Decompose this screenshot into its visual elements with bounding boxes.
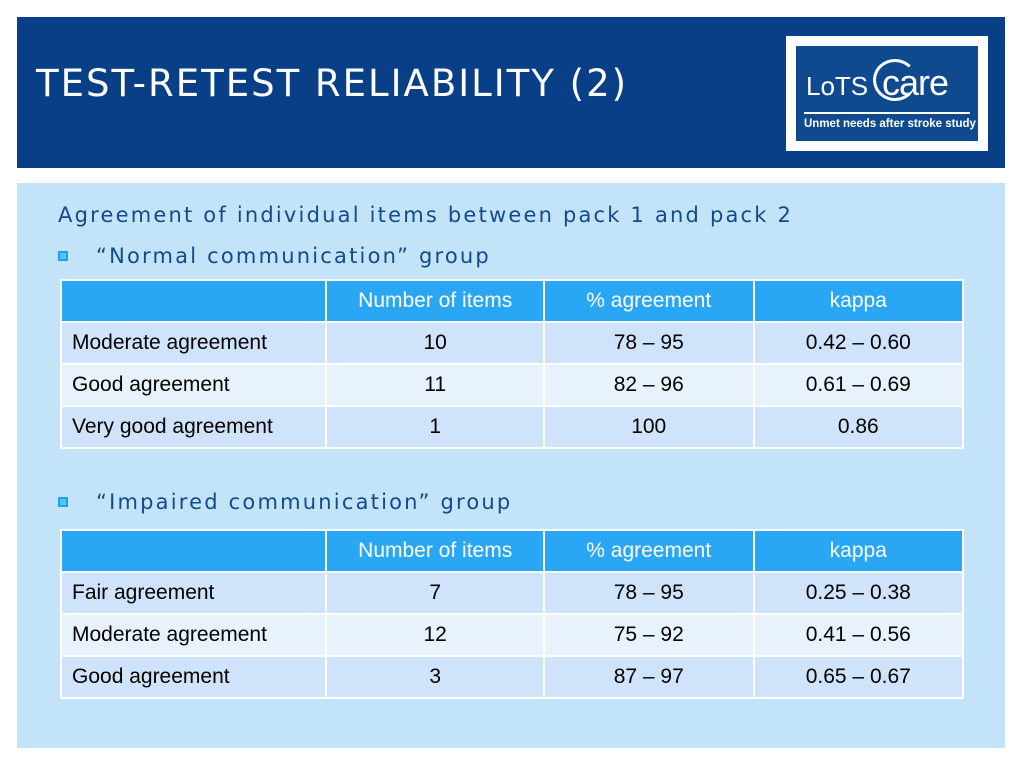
cell-percent-agreement: 75 – 92: [542, 613, 755, 657]
header-kappa: kappa: [752, 529, 965, 573]
header-empty: [59, 279, 328, 323]
table-row: Very good agreement 1 100 0.86: [59, 405, 965, 449]
row-label: Very good agreement: [59, 405, 328, 449]
row-label: Fair agreement: [59, 571, 328, 615]
slide-subtitle: Agreement of individual items between pa…: [58, 203, 794, 227]
header-number-of-items: Number of items: [325, 279, 545, 323]
slide-title: TEST-RETEST RELIABILITY (2): [36, 62, 629, 105]
header-percent-agreement: % agreement: [542, 279, 755, 323]
square-bullet-icon: [58, 251, 68, 261]
header-empty: [59, 529, 328, 573]
table-row: Fair agreement 7 78 – 95 0.25 – 0.38: [59, 571, 965, 615]
lotscare-logo: LoTS care Unmet needs after stroke study: [786, 36, 988, 151]
cell-number-of-items: 1: [325, 405, 545, 449]
impaired-communication-table: Number of items % agreement kappa Fair a…: [59, 529, 965, 699]
cell-kappa: 0.65 – 0.67: [752, 655, 965, 699]
logo-brand-care: care: [882, 62, 949, 103]
cell-number-of-items: 12: [325, 613, 545, 657]
row-label: Good agreement: [59, 655, 328, 699]
table-row: Moderate agreement 12 75 – 92 0.41 – 0.5…: [59, 613, 965, 657]
row-label: Moderate agreement: [59, 613, 328, 657]
table-row: Moderate agreement 10 78 – 95 0.42 – 0.6…: [59, 321, 965, 365]
header-kappa: kappa: [752, 279, 965, 323]
logo-brand-lots: LoTS: [806, 71, 869, 101]
cell-kappa: 0.25 – 0.38: [752, 571, 965, 615]
cell-kappa: 0.61 – 0.69: [752, 363, 965, 407]
cell-number-of-items: 10: [325, 321, 545, 365]
cell-kappa: 0.41 – 0.56: [752, 613, 965, 657]
cell-number-of-items: 11: [325, 363, 545, 407]
cell-kappa: 0.86: [752, 405, 965, 449]
bullet-label: “Impaired communication” group: [96, 490, 513, 514]
square-bullet-icon: [58, 497, 68, 507]
cell-percent-agreement: 78 – 95: [542, 321, 755, 365]
cell-number-of-items: 3: [325, 655, 545, 699]
logo-ring-icon: [873, 59, 917, 101]
logo-tagline: Unmet needs after stroke study: [804, 118, 976, 130]
table-header-row: Number of items % agreement kappa: [59, 529, 965, 573]
header-number-of-items: Number of items: [325, 529, 545, 573]
header-overlay: LoTS care Unmet needs after stroke study: [17, 17, 1005, 168]
cell-kappa: 0.42 – 0.60: [752, 321, 965, 365]
cell-percent-agreement: 78 – 95: [542, 571, 755, 615]
cell-number-of-items: 7: [325, 571, 545, 615]
bullet-label: “Normal communication” group: [96, 244, 491, 268]
row-label: Moderate agreement: [59, 321, 328, 365]
cell-percent-agreement: 100: [542, 405, 755, 449]
cell-percent-agreement: 87 – 97: [542, 655, 755, 699]
normal-communication-table: Number of items % agreement kappa Modera…: [59, 279, 965, 449]
row-label: Good agreement: [59, 363, 328, 407]
logo-divider: [804, 112, 970, 114]
table-header-row: Number of items % agreement kappa: [59, 279, 965, 323]
header-percent-agreement: % agreement: [542, 529, 755, 573]
cell-percent-agreement: 82 – 96: [542, 363, 755, 407]
table-row: Good agreement 3 87 – 97 0.65 – 0.67: [59, 655, 965, 699]
logo-panel: LoTS care Unmet needs after stroke study: [796, 46, 978, 141]
table-row: Good agreement 11 82 – 96 0.61 – 0.69: [59, 363, 965, 407]
